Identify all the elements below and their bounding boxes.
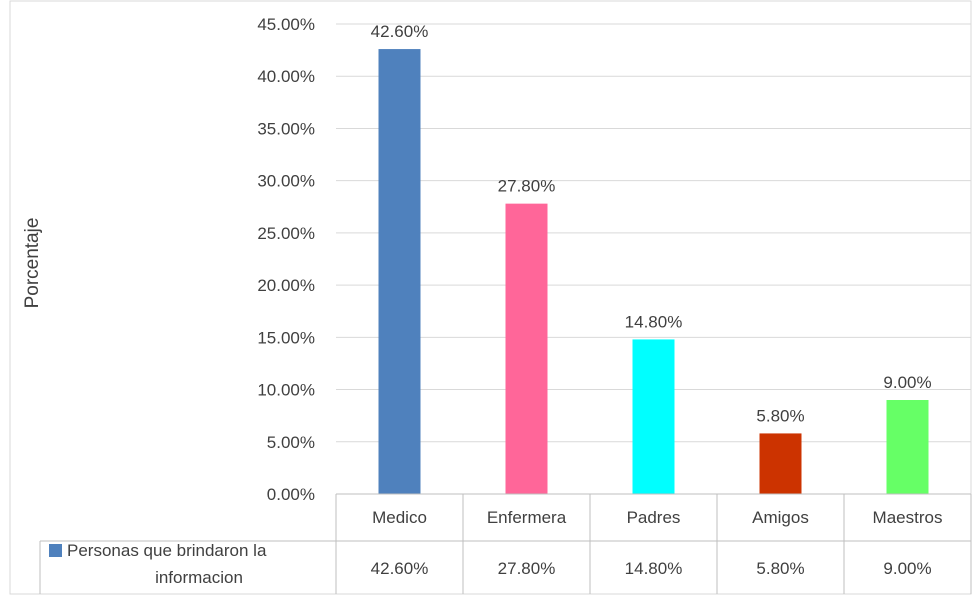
bar-data-label: 27.80% — [498, 177, 556, 196]
y-tick-label: 45.00% — [257, 15, 315, 34]
y-tick-label: 20.00% — [257, 276, 315, 295]
bar-medico — [378, 49, 421, 495]
table-value-cell: 27.80% — [498, 559, 556, 578]
x-category-label: Amigos — [752, 508, 809, 527]
bar-padres — [632, 339, 675, 494]
bar-data-label: 14.80% — [625, 312, 683, 331]
table-value-cell: 9.00% — [883, 559, 931, 578]
y-tick-label: 35.00% — [257, 119, 315, 138]
bar-data-labels: 42.60% 27.80% 14.80% 5.80% 9.00% — [371, 22, 932, 425]
y-tick-label: 0.00% — [267, 485, 315, 504]
series-name-line-1: Personas que brindaron la — [67, 541, 267, 560]
bar-enfermera — [505, 203, 548, 494]
bar-data-label: 5.80% — [756, 406, 804, 425]
y-axis-tick-labels: 0.00% 5.00% 10.00% 15.00% 20.00% 25.00% 30.00%… — [257, 15, 315, 504]
table-value-cell: 5.80% — [756, 559, 804, 578]
bar-maestros — [886, 400, 929, 494]
y-tick-label: 5.00% — [267, 433, 315, 452]
table-value-cell: 42.60% — [371, 559, 429, 578]
y-tick-label: 30.00% — [257, 172, 315, 191]
bars — [378, 49, 929, 495]
data-table: Medico 42.60% Enfermera 27.80% Padres 14.80% A… — [39, 493, 972, 594]
series-name-line-2: informacion — [155, 568, 243, 587]
table-value-cell: 14.80% — [625, 559, 683, 578]
bar-amigos — [759, 433, 802, 494]
x-category-label: Maestros — [873, 508, 943, 527]
x-category-label: Padres — [627, 508, 681, 527]
y-axis-label: Porcentaje — [22, 218, 43, 309]
y-tick-label: 10.00% — [257, 381, 315, 400]
bar-data-label: 9.00% — [883, 373, 931, 392]
bar-data-label: 42.60% — [371, 22, 429, 41]
y-tick-label: 15.00% — [257, 328, 315, 347]
x-category-label: Medico — [372, 508, 427, 527]
x-category-label: Enfermera — [487, 508, 567, 527]
legend-key-swatch — [49, 544, 62, 557]
y-tick-label: 40.00% — [257, 67, 315, 86]
chart-area-border — [9, 0, 972, 595]
gridlines — [336, 23, 971, 443]
y-tick-label: 25.00% — [257, 224, 315, 243]
